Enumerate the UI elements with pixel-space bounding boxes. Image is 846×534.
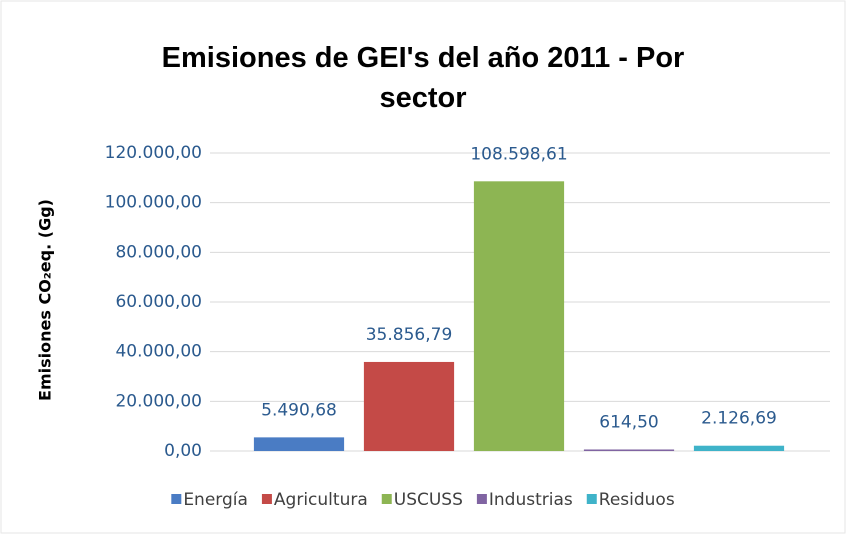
bar bbox=[363, 361, 455, 451]
bar bbox=[583, 449, 675, 451]
bar bbox=[253, 437, 345, 451]
legend-swatch bbox=[171, 494, 182, 504]
y-tick-label: 100.000,00 bbox=[105, 193, 202, 213]
legend-swatch bbox=[586, 494, 597, 504]
legend-swatch bbox=[261, 494, 272, 504]
legend-label: Energía bbox=[183, 490, 248, 510]
bar bbox=[473, 181, 565, 451]
legend-label: USCUSS bbox=[394, 490, 463, 510]
legend-label: Residuos bbox=[599, 490, 675, 510]
data-label: 108.598,61 bbox=[470, 144, 567, 164]
data-label: 2.126,69 bbox=[701, 409, 777, 429]
y-tick-label: 120.000,00 bbox=[105, 143, 202, 163]
y-tick-label: 80.000,00 bbox=[115, 242, 202, 262]
y-tick-label: 20.000,00 bbox=[115, 391, 202, 411]
legend-label: Agricultura bbox=[274, 490, 368, 510]
y-tick-label: 40.000,00 bbox=[115, 342, 202, 362]
data-label: 5.490,68 bbox=[261, 400, 337, 420]
legend-swatch bbox=[381, 494, 392, 504]
legend-label: Industrias bbox=[489, 490, 573, 510]
y-axis-label: Emisiones CO₂eq. (Gg) bbox=[36, 199, 55, 401]
data-label: 614,50 bbox=[599, 412, 658, 432]
legend-swatch bbox=[476, 494, 487, 504]
y-tick-label: 60.000,00 bbox=[115, 292, 202, 312]
data-label: 35.856,79 bbox=[366, 325, 453, 345]
y-tick-label: 0,00 bbox=[164, 441, 202, 461]
bar bbox=[693, 445, 785, 451]
chart-title: Emisiones de GEI's del año 2011 - Por se… bbox=[161, 42, 685, 114]
